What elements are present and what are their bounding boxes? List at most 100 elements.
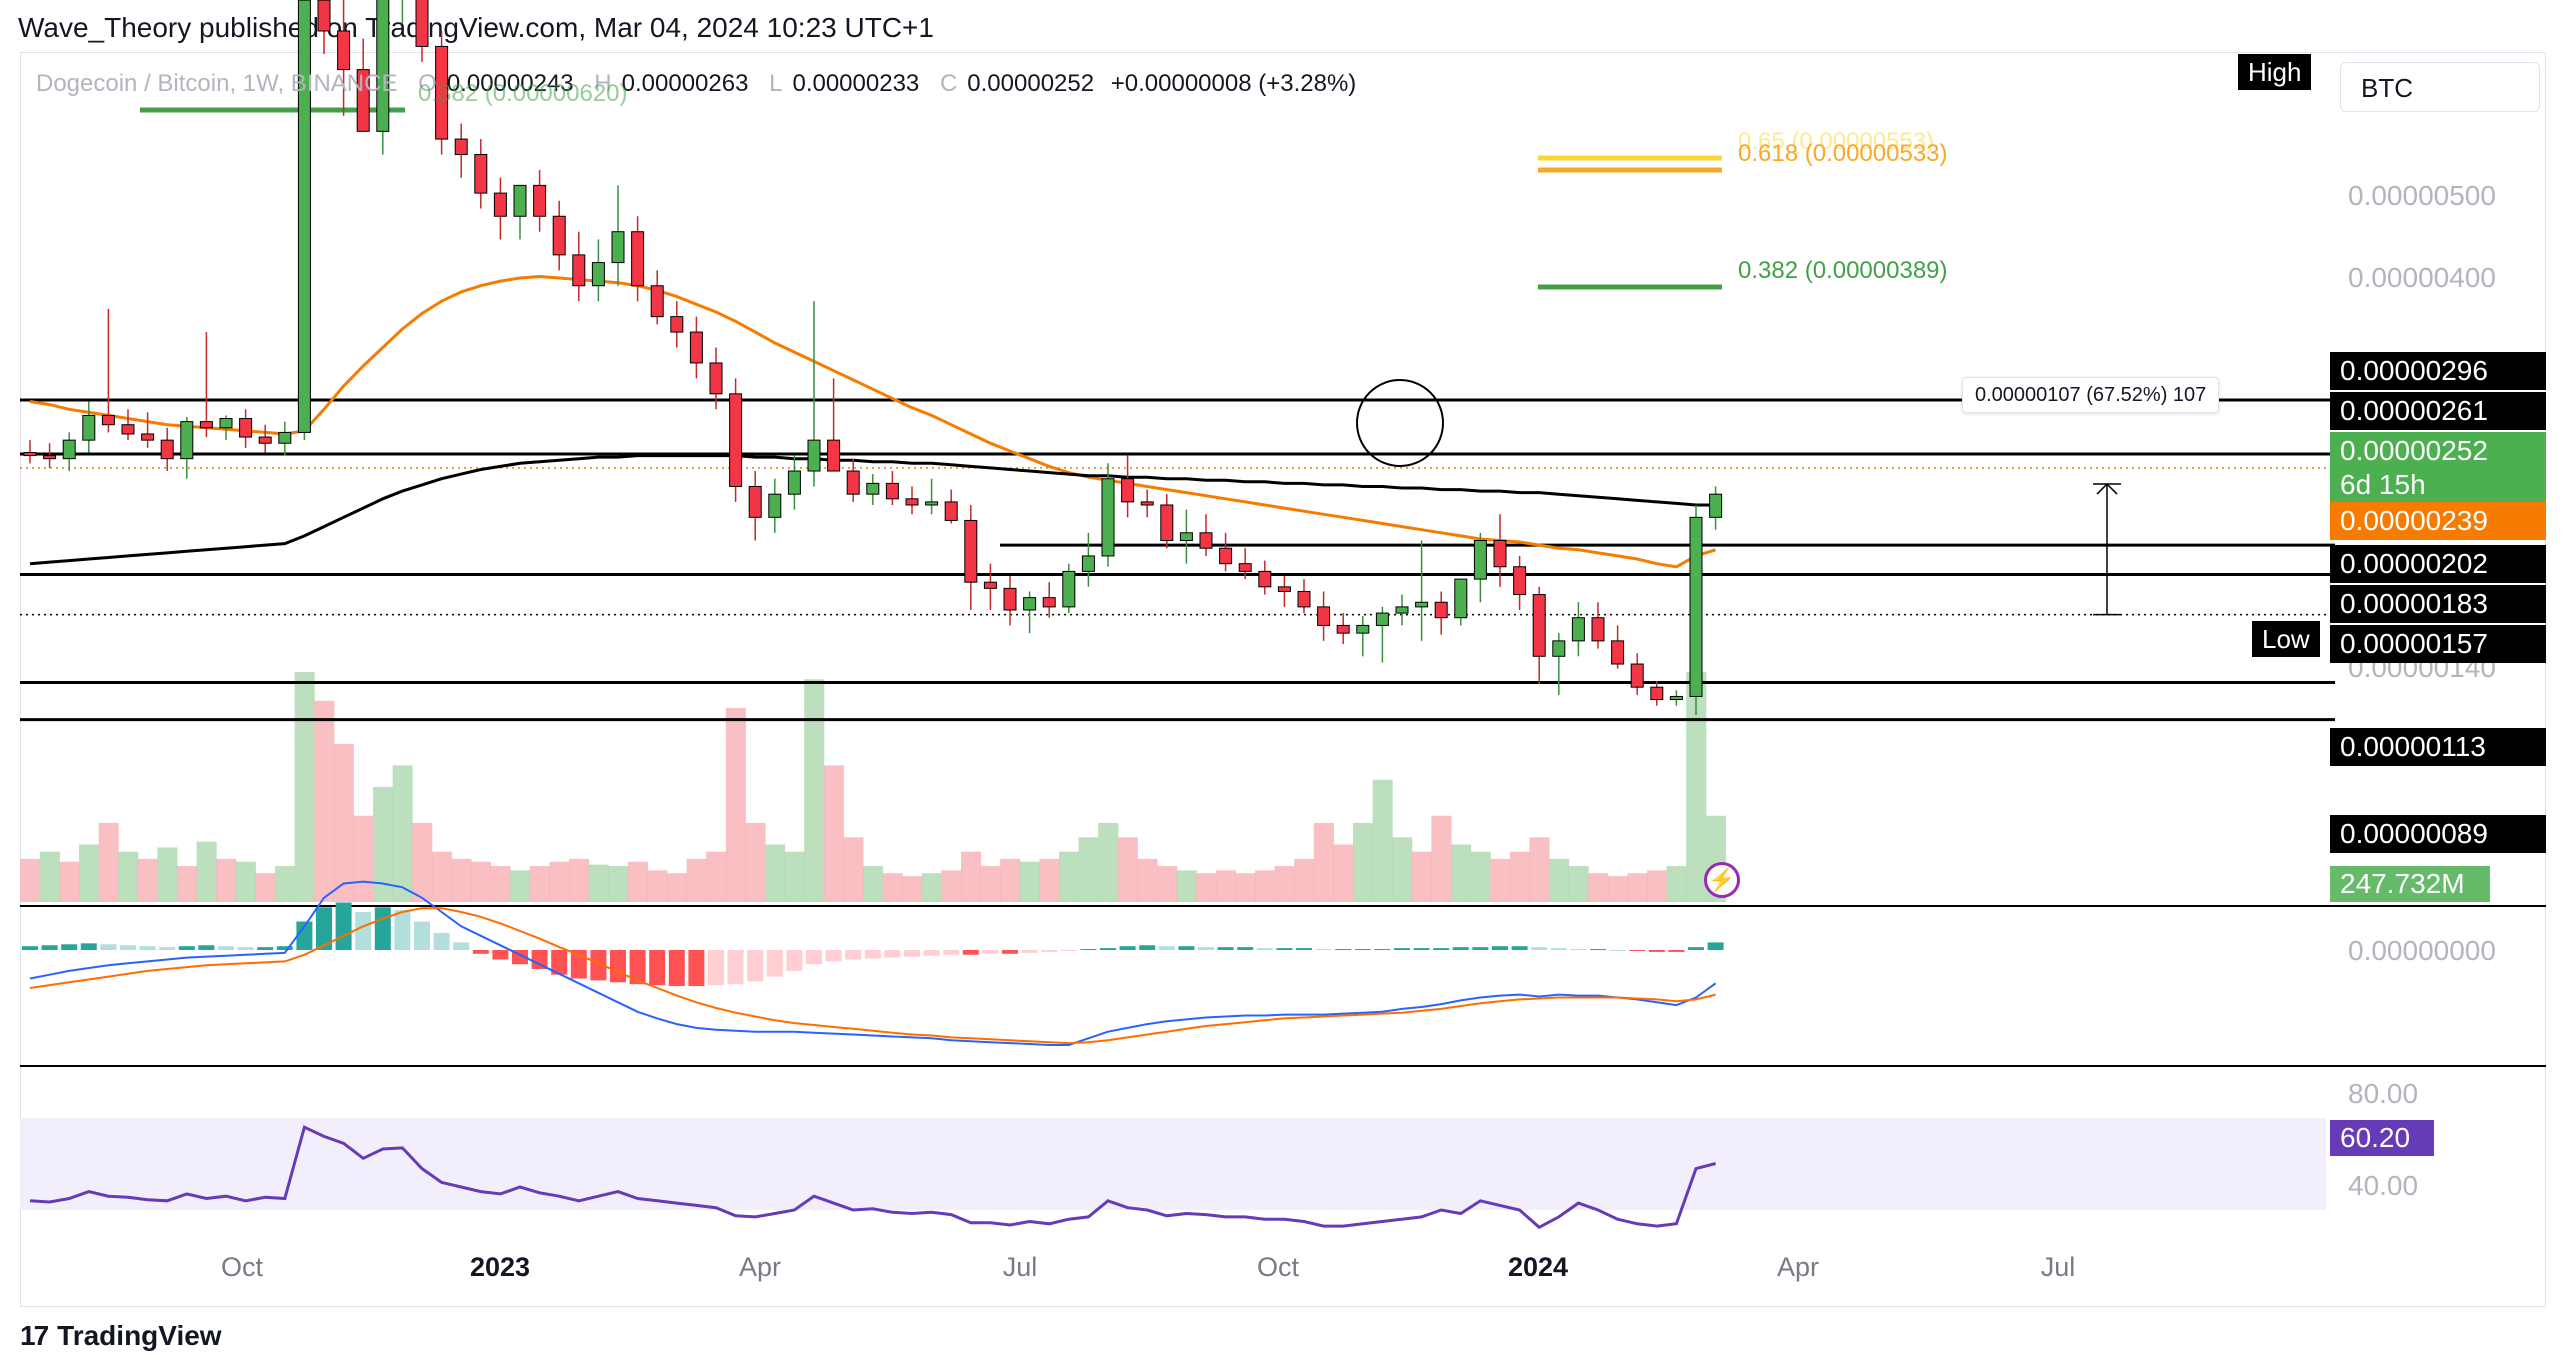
bar-countdown: 6d 15h <box>2340 469 2426 500</box>
symbol-title[interactable]: Dogecoin / Bitcoin, 1W, BINANCE <box>36 70 398 97</box>
candle-body <box>827 439 841 472</box>
volume-bar <box>1568 866 1589 902</box>
volume-bar <box>79 844 100 902</box>
candle <box>1081 532 1095 587</box>
candle-body <box>1493 540 1507 568</box>
rsi-band-layer <box>20 1118 2326 1210</box>
volume-bar <box>255 873 276 902</box>
candle-body <box>729 393 743 487</box>
macd-histogram-bar <box>1688 947 1704 950</box>
volume-bar <box>1176 870 1197 902</box>
volume-bar <box>647 870 668 902</box>
volume-bar <box>1294 858 1315 902</box>
macd-histogram-bar <box>237 947 254 950</box>
price-axis-tick: 0.00000500 <box>2348 180 2496 211</box>
candle <box>1356 616 1370 657</box>
fibonacci-layer <box>140 107 1722 290</box>
macd-histogram-bar <box>590 950 607 981</box>
chart-frame[interactable] <box>20 52 2546 1307</box>
rsi-layer <box>29 1125 1716 1230</box>
volume-bar <box>588 864 609 902</box>
volume-bar <box>1588 873 1609 902</box>
candle-body <box>415 0 429 47</box>
price-level-tag: 0.00000089 <box>2330 815 2546 853</box>
macd-histogram-bar <box>1276 948 1293 950</box>
volume-bar <box>1666 866 1687 902</box>
tradingview-logo[interactable]: 17 TradingView <box>20 1320 222 1352</box>
candle-body <box>376 0 390 132</box>
macd-histogram-bar <box>649 950 666 986</box>
macd-histogram-bar <box>1707 942 1724 950</box>
macd-histogram-bar <box>962 950 979 955</box>
volume-bar <box>823 765 844 902</box>
rsi-axis-tick: 80.00 <box>2348 1078 2419 1109</box>
volume-bar <box>1529 837 1550 902</box>
candle <box>944 489 958 524</box>
candle-body <box>1317 606 1331 626</box>
macd-histogram-bar <box>1335 949 1352 951</box>
macd-line <box>29 880 1717 1046</box>
candle <box>62 432 76 472</box>
candle-body <box>1140 501 1154 506</box>
candle <box>1571 602 1585 657</box>
candle-body <box>337 30 351 71</box>
macd-histogram-bar <box>1629 950 1646 951</box>
candle-body <box>650 285 664 318</box>
candle <box>1199 514 1213 556</box>
candle <box>1375 606 1389 663</box>
candle <box>82 401 96 453</box>
current-price-value: 0.00000252 <box>2340 435 2488 466</box>
candle <box>572 231 586 302</box>
rsi-axis-tick: 40.00 <box>2348 1170 2419 1201</box>
candle <box>1258 560 1272 595</box>
macd-histogram-bar <box>1374 949 1391 951</box>
candle-body <box>1336 624 1350 634</box>
candle <box>611 185 625 286</box>
volume-bar <box>1627 873 1648 902</box>
candle-body <box>1415 601 1429 608</box>
levels-layer <box>20 398 2546 1067</box>
macd-histogram-bar <box>472 950 489 954</box>
candle-body <box>297 0 311 433</box>
macd-histogram-bar <box>1668 950 1685 952</box>
candle <box>1434 591 1448 635</box>
candle-body <box>1454 578 1468 619</box>
volume-bar <box>177 866 198 902</box>
candle <box>1317 591 1331 641</box>
volume-bar <box>235 861 256 902</box>
candle <box>454 123 468 178</box>
volume-bar <box>490 866 511 902</box>
volume-bar <box>1647 870 1668 902</box>
candle <box>1650 681 1664 706</box>
currency-selector[interactable]: BTC <box>2340 62 2540 112</box>
candle-body <box>180 421 194 460</box>
volume-bar <box>902 876 923 902</box>
volume-bar <box>1353 822 1374 902</box>
candle <box>1611 625 1625 669</box>
candle <box>1160 494 1174 549</box>
volume-bar <box>608 866 629 902</box>
candle <box>1023 591 1037 634</box>
candle <box>1532 586 1546 685</box>
macd-histogram-bar <box>1158 946 1175 950</box>
volume-bar <box>275 866 296 902</box>
volume-bar <box>1686 672 1707 902</box>
candle <box>1415 540 1429 641</box>
lightning-alert-icon[interactable]: ⚡ <box>1704 862 1740 898</box>
candle <box>748 471 762 541</box>
macd-histogram-bar <box>355 912 372 950</box>
volume-bar <box>882 873 903 902</box>
candle <box>317 0 331 55</box>
candle-body <box>101 414 115 426</box>
candle-body <box>1571 617 1585 642</box>
macd-histogram-bar <box>610 950 626 983</box>
candle-body <box>1277 586 1291 592</box>
candle-body <box>689 331 703 364</box>
macd-histogram-bar <box>178 946 195 950</box>
candle <box>552 200 566 271</box>
macd-histogram-bar <box>1354 949 1371 951</box>
candle <box>1552 633 1566 695</box>
candle-body <box>1395 606 1409 614</box>
time-axis-label: 2024 <box>1507 1252 1569 1282</box>
